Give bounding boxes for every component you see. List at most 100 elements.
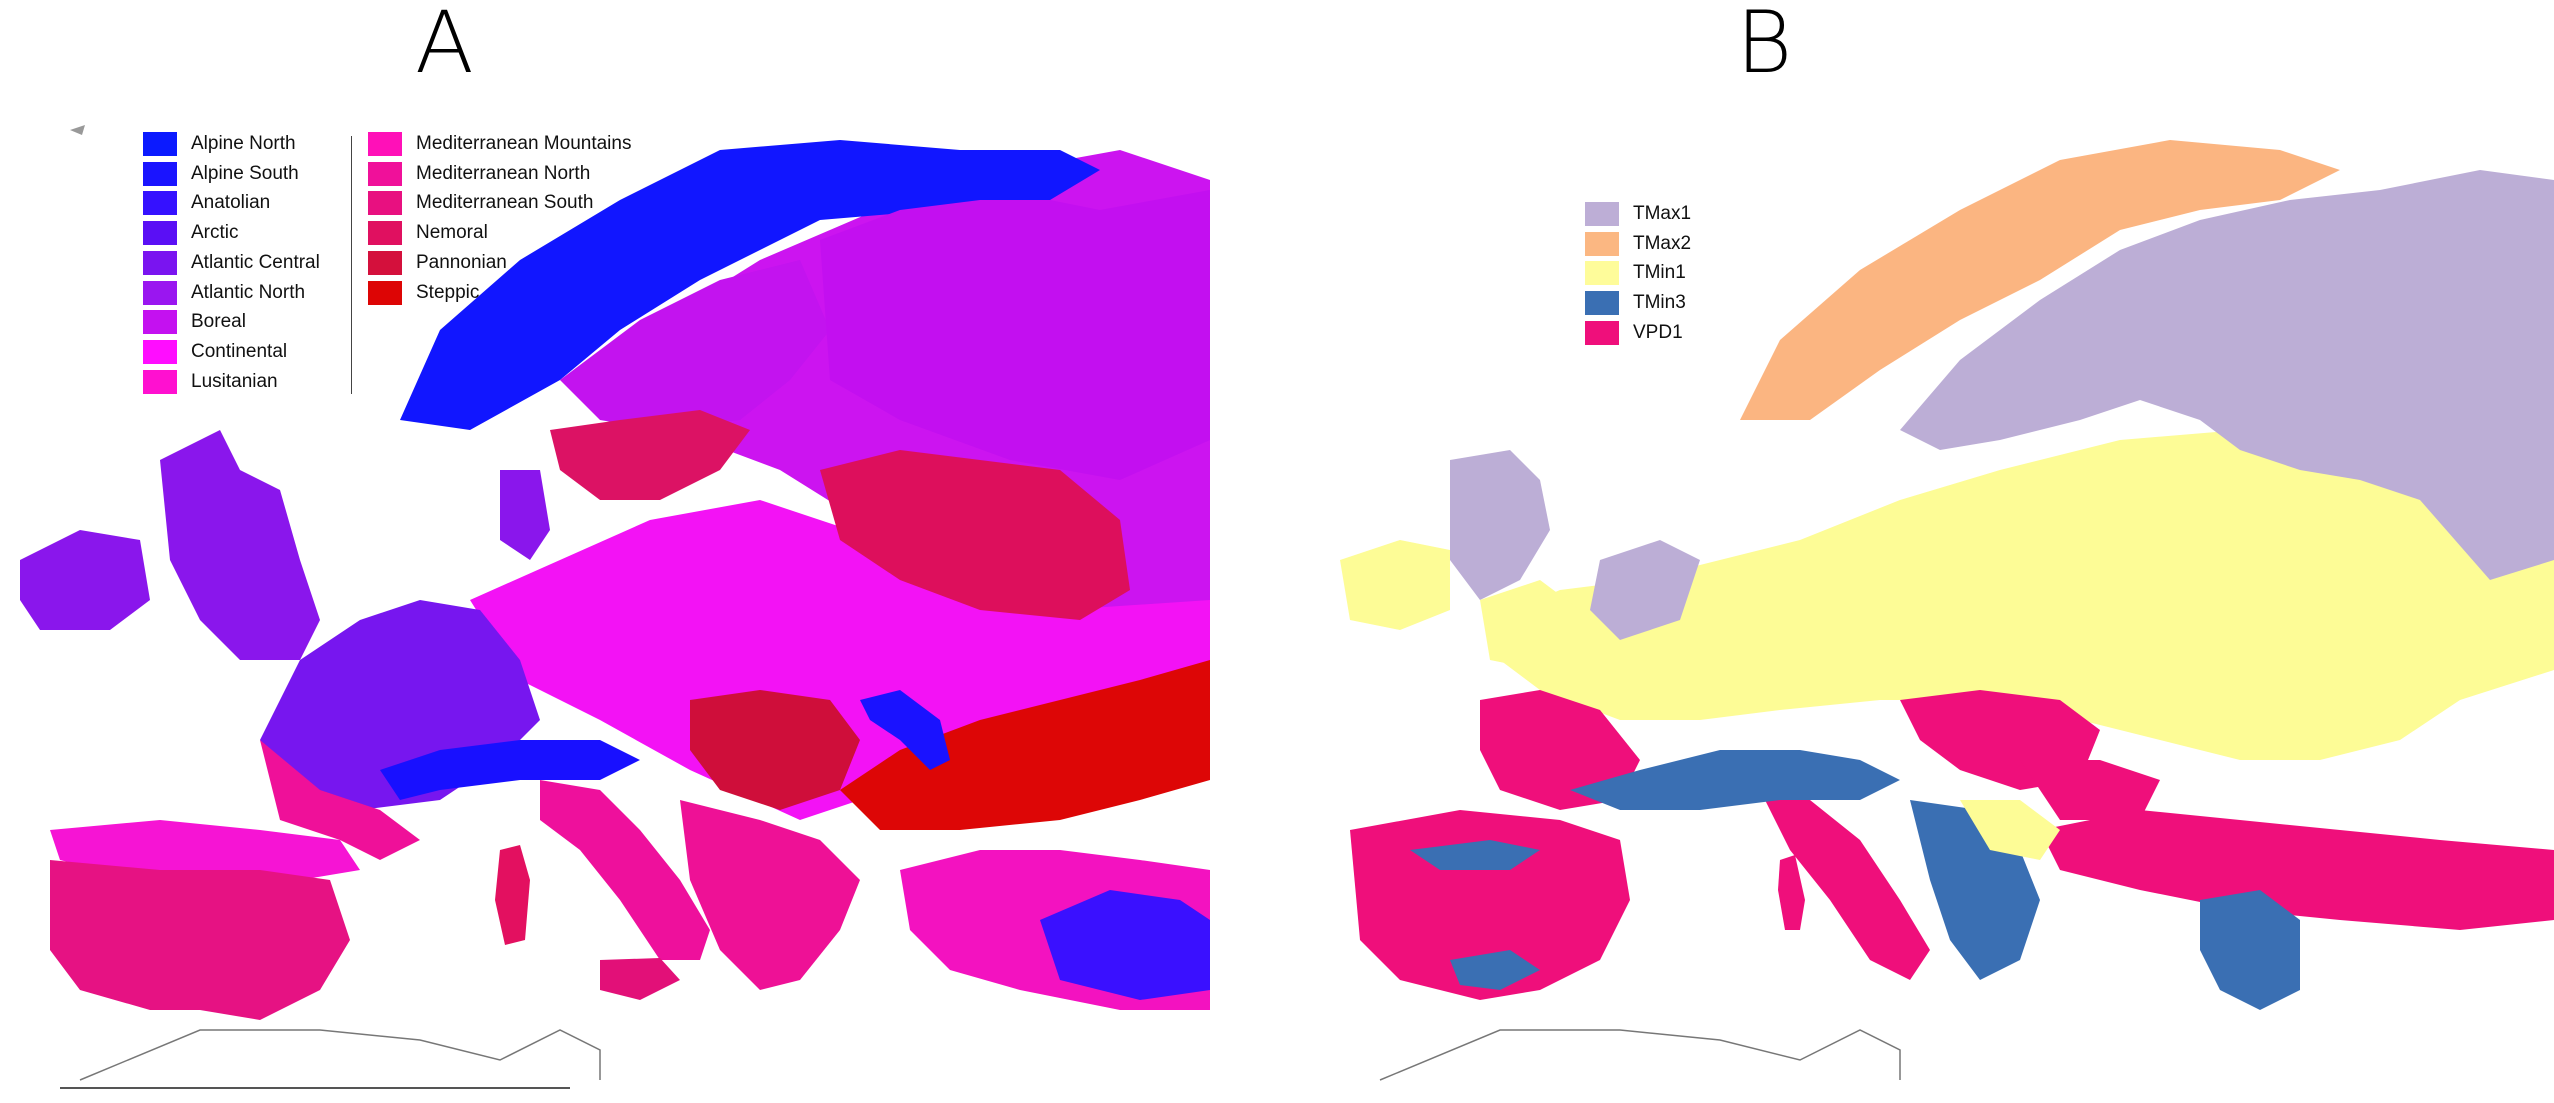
- panel-a: A: [0, 0, 1220, 1103]
- region-med-north-france: [260, 740, 420, 860]
- legend-label: Boreal: [191, 311, 246, 333]
- region-anatolian-core: [1040, 890, 1210, 1000]
- legend-divider: [351, 136, 352, 394]
- legend-label: Pannonian: [416, 251, 507, 273]
- zone-tmin1-ireland: [1340, 540, 1450, 630]
- zone-tmin1-uk-south: [1480, 580, 1590, 670]
- region-atlantic-denmark: [500, 470, 550, 560]
- zone-tmax1-uk: [1450, 450, 1550, 600]
- zone-tmin1-central: [1490, 430, 2554, 760]
- zone-tmin3-pyrenees: [1410, 840, 1540, 870]
- region-atlantic-north-ireland: [20, 530, 150, 630]
- legend-label: Steppic: [416, 281, 480, 303]
- region-lusitanian: [50, 820, 360, 880]
- legend-item: Continental: [143, 338, 287, 366]
- legend-swatch: [143, 369, 177, 394]
- legend-item: Atlantic North: [143, 279, 305, 307]
- legend-item: TMax2: [1585, 230, 1691, 258]
- panel-b: B: [1340, 0, 2554, 1103]
- zone-vpd1-corsica: [1778, 855, 1805, 930]
- region-nemoral-baltic: [820, 450, 1130, 620]
- panel-b-legend: TMax1 TMax2 TMin1 TMin3 VPD1: [1585, 200, 1785, 350]
- panel-a-map: [20, 125, 1210, 1089]
- panel-a-legend: Alpine North Alpine South Anatolian Arctic A…: [143, 130, 683, 400]
- legend-label: Continental: [191, 340, 288, 362]
- region-nemoral-sweden: [550, 410, 750, 500]
- legend-item: Arctic: [143, 219, 239, 247]
- legend-swatch: [143, 161, 177, 186]
- region-boreal-east: [820, 190, 1210, 480]
- legend-label: Mediterranean Mountains: [416, 133, 632, 154]
- legend-item: TMin3: [1585, 289, 1686, 317]
- zone-tmax2-scandinavia: [1740, 140, 2340, 420]
- legend-swatch: [143, 132, 177, 156]
- panel-a-regions: [20, 125, 1210, 1020]
- legend-item: Atlantic Central: [143, 249, 320, 277]
- region-med-balkans: [680, 800, 860, 990]
- legend-swatch: [368, 132, 402, 156]
- panel-a-letter: A: [415, 0, 474, 93]
- zone-tmin1-balkan-interior: [1960, 800, 2060, 860]
- legend-item: Mediterranean South: [368, 189, 593, 217]
- legend-swatch: [143, 280, 177, 305]
- legend-label: VPD1: [1633, 321, 1683, 343]
- legend-item: VPD1: [1585, 319, 1683, 347]
- region-steppic: [840, 660, 1210, 830]
- legend-item: Mediterranean Mountains: [368, 130, 631, 158]
- region-sicily: [600, 958, 680, 1000]
- zone-vpd1-france: [1480, 690, 1640, 810]
- region-atlantic-north-uk: [160, 430, 320, 660]
- legend-swatch: [368, 250, 402, 275]
- legend-item: TMax1: [1585, 200, 1691, 228]
- zone-tmax1-lowlands: [1590, 540, 1700, 640]
- region-alpine-south-carpathians: [860, 690, 950, 770]
- legend-label: Lusitanian: [191, 370, 278, 392]
- legend-swatch: [143, 191, 177, 216]
- zone-vpd1-black-sea-west: [2020, 760, 2160, 820]
- legend-swatch: [143, 310, 177, 335]
- legend-label: TMax2: [1633, 232, 1692, 254]
- legend-swatch: [368, 191, 402, 216]
- legend-label: Alpine North: [191, 133, 296, 154]
- legend-item: Anatolian: [143, 189, 270, 217]
- region-med-north-iberia: [50, 860, 350, 1020]
- region-med-italy: [540, 780, 710, 960]
- panel-b-map: [1340, 140, 2554, 1081]
- region-alpine-north: [400, 140, 1100, 430]
- legend-label: Atlantic Central: [191, 251, 320, 273]
- legend-label: Mediterranean North: [416, 162, 591, 184]
- region-boreal-sweden: [560, 260, 830, 430]
- legend-item: Boreal: [143, 308, 246, 336]
- legend-item: Nemoral: [368, 219, 488, 247]
- region-corsica-sardinia: [495, 845, 530, 945]
- legend-item: Alpine North: [143, 130, 296, 158]
- panel-b-letter: B: [1736, 0, 1793, 93]
- legend-label: TMin3: [1633, 292, 1686, 314]
- zone-vpd1-italy: [1760, 790, 1930, 980]
- legend-swatch: [368, 280, 402, 305]
- legend-item: Mediterranean North: [368, 160, 590, 188]
- legend-swatch: [1585, 291, 1619, 316]
- legend-item: Steppic: [368, 279, 479, 307]
- north-africa-outline-b: [1379, 1029, 1901, 1081]
- legend-swatch: [1585, 231, 1619, 256]
- legend-swatch: [143, 250, 177, 275]
- legend-label: Nemoral: [416, 222, 488, 244]
- panel-b-regions: [1340, 140, 2554, 1010]
- north-africa-outline: [79, 1029, 601, 1081]
- legend-swatch: [143, 339, 177, 364]
- legend-label: Alpine South: [191, 162, 299, 184]
- legend-label: TMax1: [1633, 203, 1692, 224]
- zone-tmin3-alps: [1570, 750, 1900, 810]
- legend-item: Lusitanian: [143, 368, 278, 396]
- legend-swatch: [1585, 202, 1619, 226]
- legend-item: Alpine South: [143, 160, 299, 188]
- legend-label: Atlantic North: [191, 281, 306, 303]
- legend-label: Arctic: [191, 222, 239, 244]
- zone-tmin3-anatolia: [2200, 890, 2300, 1010]
- legend-label: Mediterranean South: [416, 192, 594, 214]
- zone-vpd1-turkey: [2040, 810, 2554, 930]
- legend-swatch: [368, 221, 402, 246]
- legend-item: Pannonian: [368, 249, 507, 277]
- region-faroe-hint: [70, 125, 85, 135]
